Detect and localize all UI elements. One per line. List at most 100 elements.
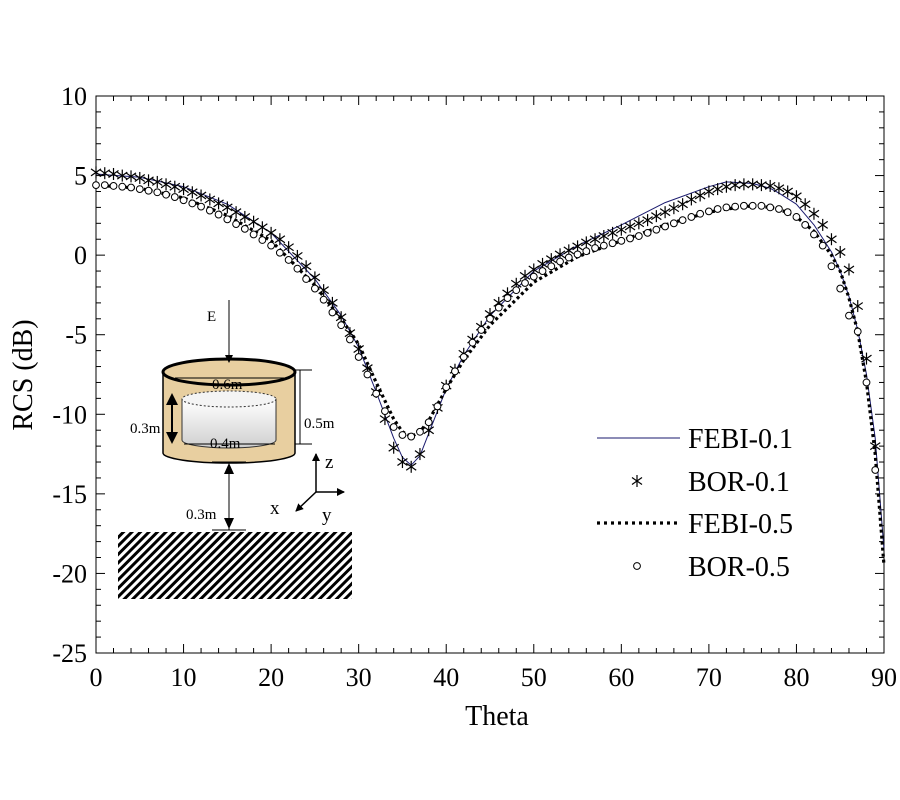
data-point-bor-0.1 [738,178,750,191]
data-point-bor-0.5 [92,181,100,190]
data-point-bor-0.1 [817,218,829,231]
data-point-bor-0.5 [302,275,311,283]
legend-label: BOR-0.1 [688,467,790,498]
data-point-bor-0.1 [230,206,242,219]
data-point-bor-0.1 [265,226,277,239]
outer-height-label: 0.5m [304,416,335,432]
data-point-bor-0.5 [433,402,442,411]
data-point-bor-0.1 [116,169,128,182]
data-point-bor-0.1 [694,189,706,202]
data-point-bor-0.5 [328,308,337,317]
inner-cavity-top [181,390,277,408]
data-point-bor-0.1 [677,198,688,211]
data-point-bor-0.1 [799,198,811,211]
data-point-bor-0.1 [151,175,163,188]
x-tick-label: 90 [871,663,897,692]
ground-plane [118,532,352,599]
incident-field-label: E [207,309,216,325]
data-point-bor-0.5 [389,423,398,431]
data-point-bor-0.1 [572,240,583,253]
data-point-bor-0.1 [221,201,233,214]
data-point-bor-0.5 [503,294,512,303]
data-point-bor-0.5 [556,257,564,266]
data-point-bor-0.5 [608,239,617,248]
data-point-bor-0.1 [747,178,759,191]
data-point-bor-0.1 [186,186,198,199]
data-point-bor-0.1 [615,223,627,236]
data-point-bor-0.5 [740,201,748,210]
data-point-bor-0.5 [249,230,258,239]
data-point-bor-0.5 [547,262,556,271]
data-point-bor-0.1 [239,210,251,223]
series-layer [90,166,886,566]
data-point-bor-0.1 [178,183,189,196]
data-point-bor-0.1 [598,230,610,243]
x-axis-title: Theta [465,701,529,732]
data-point-bor-0.1 [782,185,794,198]
data-point-bor-0.5 [801,221,810,229]
data-point-bor-0.5 [337,321,346,330]
data-point-bor-0.5 [197,202,205,211]
gap-arrowhead-bottom [224,518,234,529]
data-point-bor-0.1 [703,185,715,198]
data-point-bor-0.1 [808,207,820,220]
data-point-bor-0.1 [125,170,137,183]
data-point-bor-0.5 [494,303,503,312]
data-point-bor-0.5 [267,241,276,250]
data-point-bor-0.5 [372,389,381,398]
data-point-bor-0.5 [319,295,328,304]
y-tick-label: -5 [65,321,87,350]
data-point-bor-0.1 [756,179,767,192]
data-point-bor-0.5 [748,201,757,210]
data-point-bor-0.1 [414,448,426,461]
data-point-bor-0.5 [293,264,302,273]
data-point-bor-0.1 [388,441,400,454]
data-point-bor-0.1 [659,206,671,219]
data-point-bor-0.5 [144,186,153,195]
x-tick-label: 0 [90,663,103,692]
data-point-bor-0.5 [468,338,477,347]
data-point-bor-0.5 [109,182,118,190]
data-point-bor-0.1 [773,182,785,195]
data-point-bor-0.5 [696,209,705,218]
data-point-bor-0.5 [442,383,451,392]
gap-arrowhead-top [224,463,234,474]
x-tick-label: 70 [696,663,722,692]
data-point-bor-0.1 [834,245,846,258]
data-point-bor-0.5 [792,213,801,221]
data-point-bor-0.5 [100,181,109,190]
y-tick-label: -10 [52,400,87,429]
x-tick-label: 80 [783,663,809,692]
legend: FEBI-0.1 BOR-0.1 FEBI-0.5 BOR-0.5 [597,424,793,583]
data-point-bor-0.1 [791,190,802,203]
inner-height-arrowhead-top [166,393,178,405]
data-point-bor-0.5 [188,199,197,208]
data-point-bor-0.1 [580,236,592,249]
x-tick-label: 40 [433,663,459,692]
outer-diameter-label: 0.6m [212,377,243,393]
data-point-bor-0.1 [160,178,172,191]
data-point-bor-0.1 [397,456,408,469]
data-point-bor-0.5 [451,367,459,376]
data-point-bor-0.1 [379,413,391,426]
x-axis-arrow [295,491,317,512]
inner-cavity [181,398,277,449]
data-point-bor-0.5 [416,427,424,436]
data-point-bor-0.5 [354,353,363,361]
data-point-bor-0.1 [318,284,329,297]
data-point-bor-0.1 [668,202,680,215]
data-point-bor-0.1 [195,189,207,202]
data-point-bor-0.1 [169,180,181,193]
legend-swatch [631,475,643,487]
data-point-bor-0.1 [309,271,321,284]
data-point-bor-0.5 [486,314,494,323]
data-point-bor-0.5 [258,236,267,244]
data-point-bor-0.5 [424,418,433,427]
data-point-bor-0.5 [381,407,389,416]
data-point-bor-0.5 [661,222,670,231]
data-point-bor-0.5 [617,236,626,245]
data-point-bor-0.5 [713,205,722,213]
data-point-bor-0.5 [363,370,372,379]
data-point-bor-0.5 [477,326,486,334]
